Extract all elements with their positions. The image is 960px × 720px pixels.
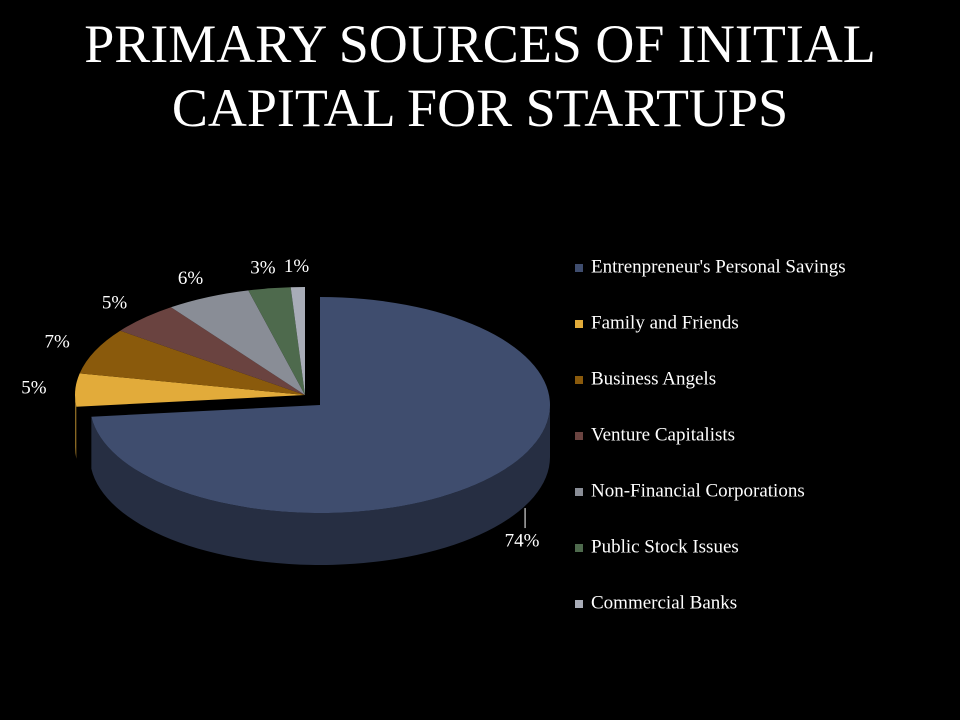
data-label: 5% bbox=[102, 293, 128, 314]
slice-top bbox=[75, 373, 305, 407]
slice-top bbox=[248, 287, 305, 395]
data-label: 3% bbox=[250, 257, 276, 278]
data-label: 6% bbox=[178, 268, 204, 289]
legend-marker bbox=[575, 544, 583, 552]
data-label: 74% bbox=[505, 530, 540, 551]
legend-marker bbox=[575, 376, 583, 384]
legend-label: Commercial Banks bbox=[591, 592, 737, 613]
slice-side bbox=[75, 395, 77, 459]
pie-slice bbox=[79, 330, 306, 395]
pie-slice bbox=[120, 307, 305, 395]
pie-slice bbox=[91, 297, 551, 565]
chart-title: PRIMARY SOURCES OF INITIAL CAPITAL FOR S… bbox=[84, 14, 876, 138]
legend-label: Family and Friends bbox=[591, 312, 739, 333]
pie-slice bbox=[290, 287, 305, 395]
slice-side bbox=[91, 405, 551, 565]
pie-slice bbox=[75, 373, 305, 459]
slice-top bbox=[290, 287, 305, 395]
slice-top bbox=[79, 330, 306, 395]
legend-marker bbox=[575, 600, 583, 608]
data-label: 5% bbox=[21, 377, 47, 398]
legend-marker bbox=[575, 264, 583, 272]
legend-label: Non-Financial Corporations bbox=[591, 480, 805, 501]
legend-label: Venture Capitalists bbox=[591, 424, 735, 445]
data-label: 1% bbox=[284, 256, 310, 277]
data-label: 7% bbox=[45, 331, 71, 352]
legend-marker bbox=[575, 488, 583, 496]
legend-marker bbox=[575, 320, 583, 328]
legend-label: Public Stock Issues bbox=[591, 536, 739, 557]
legend-label: Business Angels bbox=[591, 368, 716, 389]
slice-top bbox=[91, 297, 551, 513]
slice-top bbox=[170, 290, 305, 395]
legend-marker bbox=[575, 432, 583, 440]
slice-top bbox=[120, 307, 305, 395]
pie-slice bbox=[170, 290, 305, 395]
pie-slice bbox=[248, 287, 305, 395]
legend-label: Entrenpreneur's Personal Savings bbox=[591, 256, 846, 277]
